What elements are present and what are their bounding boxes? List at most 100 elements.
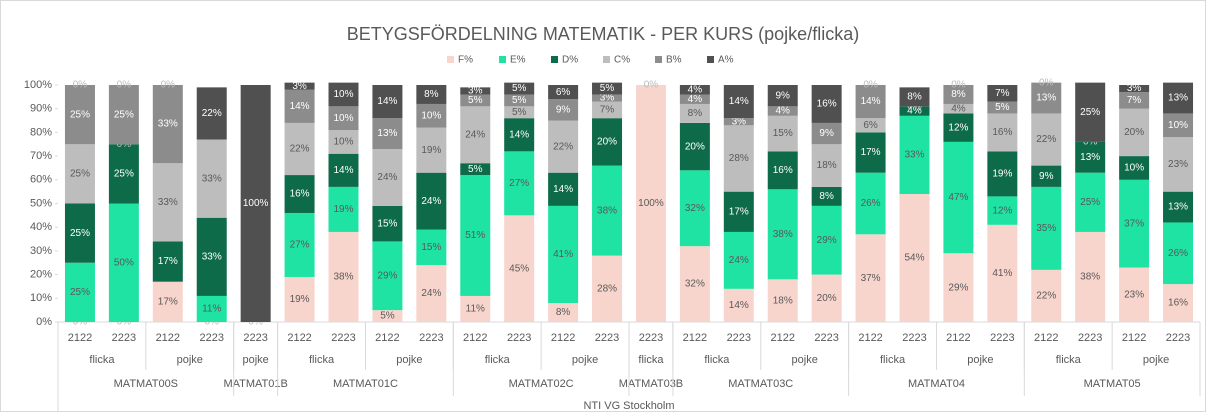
bar-segment	[767, 115, 798, 152]
data-label: 13%	[1168, 202, 1188, 213]
x-tick-label: 2223	[243, 332, 267, 344]
bar-segment	[679, 170, 710, 247]
data-label: 5%	[600, 83, 615, 94]
course-label: MATMAT03C	[728, 378, 793, 390]
bar-segment	[152, 85, 183, 164]
x-tick-label: 2223	[990, 332, 1014, 344]
bar-segment	[592, 118, 623, 166]
bar-segment	[987, 196, 1018, 225]
x-tick-label: 2223	[727, 332, 751, 344]
bar-segment	[592, 165, 623, 256]
data-label: 16%	[1168, 298, 1188, 309]
bar-segment	[548, 120, 579, 173]
bar-segment	[460, 163, 491, 176]
x-tick-label: 2223	[331, 332, 355, 344]
x-tick-label: 2223	[199, 332, 223, 344]
data-label: 20%	[817, 293, 837, 304]
y-tick-label: 0%	[36, 316, 52, 328]
data-label: 4%	[688, 94, 703, 105]
data-label: 47%	[948, 192, 968, 203]
course-label: MATMAT03B	[619, 378, 683, 390]
data-label: 25%	[70, 228, 90, 239]
data-label: 0%	[1083, 137, 1098, 148]
bar-segment	[372, 118, 403, 149]
data-label: 14%	[553, 184, 573, 195]
bar-segment	[679, 103, 710, 123]
bar-segment	[723, 231, 754, 289]
y-tick-label: 100%	[24, 79, 52, 91]
data-label: 38%	[773, 229, 793, 240]
gender-label: pojke	[792, 354, 818, 366]
gender-label: pojke	[967, 354, 993, 366]
data-label: 35%	[1036, 223, 1056, 234]
legend-label: C%	[614, 55, 630, 66]
data-label: 51%	[465, 230, 485, 241]
bar-segment	[328, 130, 359, 154]
data-label: 24%	[421, 196, 441, 207]
data-label: 6%	[863, 120, 878, 131]
bar-segment	[1075, 231, 1106, 322]
data-label: 13%	[1036, 93, 1056, 104]
data-label: 6%	[556, 87, 571, 98]
x-tick-label: 2223	[902, 332, 926, 344]
x-tick-label: 2122	[375, 332, 399, 344]
bar-segment	[460, 87, 491, 95]
gender-label: pojke	[396, 354, 422, 366]
data-label: 14%	[333, 165, 353, 176]
bar-segment	[416, 103, 447, 128]
data-label: 0%	[73, 80, 88, 91]
data-label: 27%	[290, 240, 310, 251]
data-label: 25%	[1080, 107, 1100, 118]
legend-swatch	[655, 56, 662, 63]
gender-label: flicka	[1056, 354, 1082, 366]
data-label: 100%	[638, 198, 664, 209]
bar-segment	[1163, 82, 1194, 114]
bar-segment	[328, 106, 359, 131]
data-label: 18%	[817, 160, 837, 171]
bar-segment	[284, 212, 315, 277]
data-label: 33%	[158, 119, 178, 130]
data-label: 25%	[114, 109, 134, 120]
bar-segment	[196, 139, 227, 218]
bar-segment	[372, 148, 403, 206]
x-tick-label: 2122	[68, 332, 92, 344]
data-label: 16%	[817, 99, 837, 110]
data-label: 9%	[556, 105, 571, 116]
data-label: 10%	[1168, 120, 1188, 131]
data-label: 17%	[158, 256, 178, 267]
bar-segment	[416, 85, 447, 104]
bar-segment	[108, 85, 139, 145]
legend-swatch	[447, 56, 454, 63]
data-label: 0%	[951, 80, 966, 91]
bar-segment	[811, 274, 842, 322]
bar-segment	[899, 106, 930, 116]
data-label: 5%	[512, 83, 527, 94]
data-label: 20%	[685, 141, 705, 152]
data-label: 23%	[1124, 289, 1144, 300]
bar-segment	[416, 229, 447, 266]
bar-segment	[943, 85, 974, 104]
legend-swatch	[551, 56, 558, 63]
bar-segment	[1075, 172, 1106, 232]
data-label: 45%	[509, 263, 529, 274]
bar-segment	[504, 215, 535, 322]
x-tick-label: 2122	[946, 332, 970, 344]
data-label: 3%	[732, 116, 747, 127]
y-tick-label: 70%	[30, 150, 52, 162]
data-label: 3%	[292, 81, 307, 92]
data-label: 22%	[202, 108, 222, 119]
bar-segment	[592, 94, 623, 102]
bar-segment	[723, 191, 754, 232]
y-tick-label: 50%	[30, 197, 52, 209]
bar-segment	[1031, 113, 1062, 166]
bar-segment	[723, 118, 754, 126]
bar-segment	[460, 295, 491, 322]
x-tick-label: 2223	[112, 332, 136, 344]
bar-segment	[767, 151, 798, 190]
bar-segment	[635, 85, 666, 322]
bar-segment	[679, 122, 710, 171]
x-tick-label: 2122	[287, 332, 311, 344]
data-label: 37%	[861, 273, 881, 284]
bar-segment	[943, 141, 974, 254]
data-label: 9%	[819, 128, 834, 139]
